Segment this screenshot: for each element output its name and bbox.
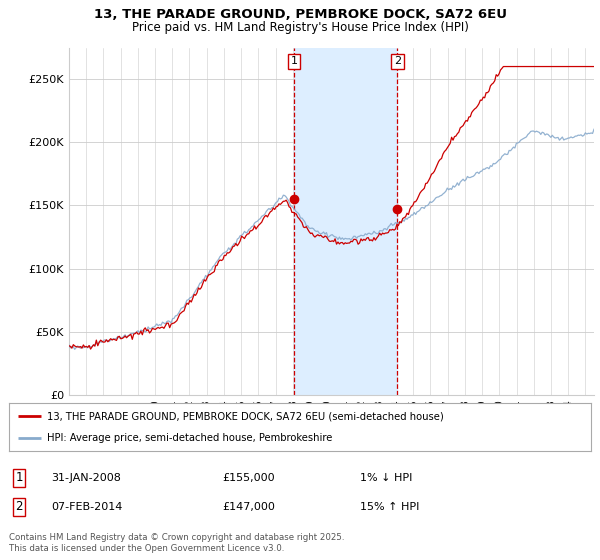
Text: 2: 2 bbox=[394, 57, 401, 66]
Text: 15% ↑ HPI: 15% ↑ HPI bbox=[360, 502, 419, 512]
Text: 13, THE PARADE GROUND, PEMBROKE DOCK, SA72 6EU (semi-detached house): 13, THE PARADE GROUND, PEMBROKE DOCK, SA… bbox=[47, 411, 443, 421]
Text: 07-FEB-2014: 07-FEB-2014 bbox=[51, 502, 122, 512]
Text: 31-JAN-2008: 31-JAN-2008 bbox=[51, 473, 121, 483]
Text: 1: 1 bbox=[16, 471, 23, 484]
Text: Price paid vs. HM Land Registry's House Price Index (HPI): Price paid vs. HM Land Registry's House … bbox=[131, 21, 469, 34]
Text: 1: 1 bbox=[290, 57, 298, 66]
Bar bbox=[294, 48, 397, 395]
Text: 2: 2 bbox=[16, 500, 23, 514]
Text: 13, THE PARADE GROUND, PEMBROKE DOCK, SA72 6EU: 13, THE PARADE GROUND, PEMBROKE DOCK, SA… bbox=[94, 8, 506, 21]
Text: £155,000: £155,000 bbox=[222, 473, 275, 483]
Text: £147,000: £147,000 bbox=[222, 502, 275, 512]
Text: 1% ↓ HPI: 1% ↓ HPI bbox=[360, 473, 412, 483]
Text: Contains HM Land Registry data © Crown copyright and database right 2025.
This d: Contains HM Land Registry data © Crown c… bbox=[9, 533, 344, 553]
Text: HPI: Average price, semi-detached house, Pembrokeshire: HPI: Average price, semi-detached house,… bbox=[47, 433, 332, 443]
